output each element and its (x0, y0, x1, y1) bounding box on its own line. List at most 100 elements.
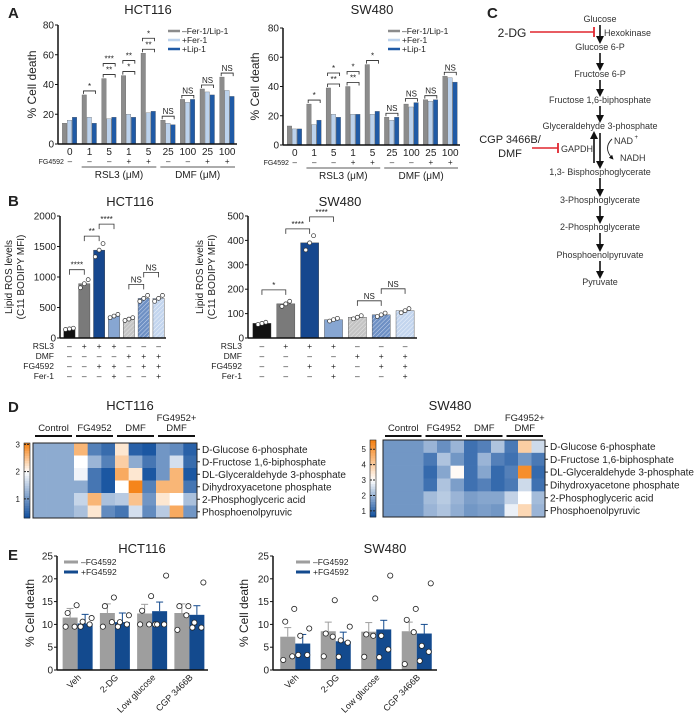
condition-symbol: + (379, 361, 384, 371)
data-point (304, 651, 311, 658)
bar (185, 102, 190, 145)
condition-symbol: + (82, 341, 87, 351)
bar (428, 100, 433, 146)
bar (145, 112, 151, 145)
significance-bracket (142, 37, 155, 42)
panel-label-a: A (8, 5, 19, 22)
bar (190, 99, 195, 145)
y-tick-label: 15 (42, 597, 54, 608)
y-tick-label: 60 (43, 50, 55, 61)
chart-title: SW480 (351, 2, 394, 17)
heatmap-cell (128, 493, 143, 506)
heatmap-cell (423, 478, 438, 492)
fg4592-symbol: – (68, 157, 73, 166)
bar (452, 81, 458, 146)
heatmap-cell (437, 478, 451, 492)
pathway-metabolite: Phosphoenolpyruvate (556, 250, 643, 260)
significance-bracket (98, 223, 115, 230)
heatmap-cell (115, 480, 129, 494)
data-point (156, 296, 161, 301)
condition-symbol: – (82, 361, 87, 371)
heatmap-cell (115, 468, 129, 481)
colorbar-segment (24, 475, 30, 479)
data-point (337, 637, 344, 644)
heatmap-cell (423, 440, 438, 454)
condition-symbol: + (97, 361, 102, 371)
bar (325, 87, 331, 146)
data-point (406, 306, 412, 311)
data-point (200, 579, 207, 586)
heatmap-cell (101, 468, 116, 481)
significance-bracket (424, 95, 438, 99)
data-point (77, 623, 84, 630)
significance-bracket (380, 288, 406, 294)
inhibitor-2dg: 2-DG (498, 26, 527, 40)
heatmap-cell (115, 443, 129, 456)
data-point (62, 623, 69, 630)
colorbar-segment (370, 499, 376, 502)
bar (165, 123, 171, 145)
fg4592-symbol: – (107, 157, 112, 166)
bar (423, 99, 428, 146)
significance-label: **** (291, 220, 303, 229)
bar (447, 77, 453, 146)
inhibitor-dmf: DMF (498, 148, 522, 160)
significance-bracket (327, 83, 341, 87)
condition-symbol: – (283, 361, 288, 371)
heatmap-cell (60, 443, 75, 456)
heatmap-cell (518, 478, 532, 492)
colorbar-segment (24, 500, 30, 504)
x-tick-label: Veh (65, 672, 83, 690)
heatmap-cell (46, 455, 61, 469)
bar (364, 64, 370, 146)
significance-label: **** (71, 261, 83, 270)
heatmap-cell (87, 493, 102, 506)
bar (199, 88, 205, 145)
condition-symbol: + (403, 371, 408, 381)
heatmap-cell (74, 493, 88, 506)
heatmap-cell (128, 443, 143, 456)
pathway-metabolite: 3-Phosphoglycerate (560, 195, 640, 205)
y-tick-label: 0 (263, 666, 269, 677)
x-tick-label: Veh (283, 672, 301, 690)
row-label: Phosphoenolpyruvic (550, 506, 640, 517)
heatmap-cell (156, 480, 170, 494)
x-tick-label: 100 (219, 147, 236, 158)
heatmap-cell (156, 493, 170, 506)
x-tick-label: 1 (350, 148, 356, 159)
heatmap-cell (383, 504, 397, 518)
significance-label: ** (145, 40, 151, 49)
colorbar-segment (24, 493, 30, 496)
significance-bracket (128, 283, 145, 290)
panel-label-d: D (8, 399, 19, 416)
significance-label: NS (364, 292, 375, 301)
heatmap-cell (477, 491, 492, 505)
bar (280, 636, 296, 670)
heatmap-cell (437, 440, 451, 454)
colorbar-segment (370, 486, 376, 490)
heatmap-cell (33, 493, 47, 506)
data-point (425, 648, 432, 655)
significance-label: ** (89, 227, 95, 236)
x-tick-label: 2-DG (98, 672, 120, 694)
data-point (418, 642, 425, 649)
fg4592-symbol: + (351, 158, 356, 167)
row-label: D-Fructose 1,6-biphosphate (550, 455, 674, 466)
data-point (88, 615, 95, 622)
heatmap-cell (33, 480, 47, 494)
significance-bracket (346, 82, 360, 86)
condition-symbol: – (112, 351, 117, 361)
data-point (378, 632, 385, 639)
condition-symbol: – (82, 351, 87, 361)
data-point (191, 619, 198, 626)
row-label: 2-Phosphoglyceric acid (202, 495, 305, 506)
y-axis-label: % Cell death (237, 579, 251, 647)
data-point (303, 247, 309, 253)
heatmap-cell (437, 452, 451, 466)
data-point (327, 318, 332, 324)
data-point (148, 593, 155, 600)
condition-symbol: – (379, 341, 384, 351)
heatmap-cell (87, 455, 102, 469)
bar (152, 298, 165, 339)
heatmap-cell (142, 443, 157, 456)
